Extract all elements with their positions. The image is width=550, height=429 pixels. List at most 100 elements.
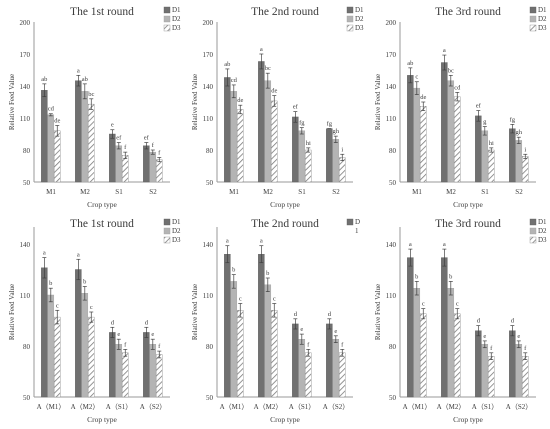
significance-letter: ab — [224, 61, 230, 68]
significance-letter: f — [124, 144, 127, 151]
x-tick-label: A（S2） — [323, 403, 349, 411]
bar-d3 — [54, 316, 61, 398]
chart-panel-1: The 1st round 50 80 110 140 170 200 Relative Fe… — [8, 6, 181, 209]
bar-d1 — [407, 257, 414, 398]
x-tick-label: A（M2） — [437, 403, 466, 411]
y-axis-label: Relative Feed Value — [8, 284, 16, 340]
legend-label: D1 — [172, 218, 181, 226]
x-tick-label: S1 — [298, 188, 306, 196]
bar-d3 — [88, 103, 95, 183]
bar-d1 — [292, 323, 299, 398]
y-tick-label: 140 — [20, 241, 31, 249]
bar-d2 — [298, 130, 306, 183]
bar-d3 — [454, 96, 461, 183]
bar-d1 — [509, 330, 516, 398]
chart-title: The 1st round — [70, 218, 134, 230]
significance-letter: f — [152, 142, 155, 149]
significance-letter: b — [83, 279, 86, 286]
chart-panel-4: The 1st round 50 80 110 140 Relative Feed Val… — [8, 218, 181, 424]
bar-d2 — [47, 114, 55, 183]
bar-d1 — [109, 133, 116, 183]
bar-d3 — [522, 156, 529, 183]
y-tick-label: 170 — [20, 51, 31, 59]
legend-label: D3 — [172, 24, 181, 32]
significance-letter: ab — [82, 76, 88, 83]
chart-title: The 3rd round — [435, 6, 501, 18]
legend-label: D3 — [538, 24, 547, 32]
x-axis-label: Crop type — [87, 415, 117, 424]
significance-letter: c — [273, 296, 276, 303]
legend-swatch — [163, 24, 171, 32]
y-axis-label: Relative Feed Value — [374, 74, 382, 130]
y-axis-label: Relative Feed Value — [191, 284, 199, 340]
legend-label: D — [355, 218, 360, 226]
bar-d2 — [515, 344, 523, 398]
significance-letter: f — [158, 343, 161, 350]
significance-letter: a — [443, 241, 446, 248]
bar-d1 — [224, 253, 231, 398]
significance-letter: de — [54, 117, 60, 124]
bar-d3 — [54, 130, 61, 183]
x-axis-label: Crop type — [453, 200, 483, 209]
x-axis-label: Crop type — [453, 415, 483, 424]
chart-panel-5: The 2nd round 50 80 110 140 Relative Feed Val… — [191, 218, 360, 424]
significance-letter: f — [341, 341, 344, 348]
x-axis-label: Crop type — [270, 200, 300, 209]
bar-d2 — [115, 145, 123, 183]
legend-label: D2 — [172, 15, 181, 23]
y-axis-label: Relative Feed Value — [191, 74, 199, 130]
bar-d3 — [271, 100, 278, 183]
bar-d2 — [332, 139, 340, 183]
significance-letter: c — [422, 301, 425, 308]
bar-d2 — [298, 339, 306, 398]
legend-swatch — [529, 218, 537, 226]
y-tick-label: 170 — [203, 51, 214, 59]
y-tick-label: 140 — [203, 83, 214, 91]
significance-letter: a — [443, 47, 446, 54]
significance-letter: a — [260, 238, 263, 245]
x-tick-label: A（M2） — [71, 403, 100, 411]
bar-d3 — [122, 155, 129, 183]
significance-letter: c — [456, 301, 459, 308]
chart-title: The 2nd round — [251, 218, 319, 230]
x-tick-label: A（S1） — [106, 403, 132, 411]
significance-letter: hi — [306, 140, 311, 147]
bar-d2 — [413, 288, 421, 398]
y-tick-label: 140 — [386, 241, 397, 249]
bar-d1 — [143, 332, 150, 398]
y-tick-label: 170 — [386, 51, 397, 59]
bar-d3 — [122, 352, 129, 398]
significance-letter: e — [111, 122, 114, 129]
significance-letter: g — [483, 119, 487, 126]
chart-title: The 2nd round — [251, 6, 319, 18]
significance-letter: ab — [41, 76, 47, 83]
chart-panel-3: The 3rd round 50 80 110 140 170 200 Relative Fe… — [374, 6, 547, 209]
y-tick-label: 110 — [203, 292, 214, 300]
significance-letter: gh — [516, 129, 523, 136]
significance-letter: f — [490, 345, 493, 352]
y-tick-label: 110 — [203, 115, 214, 123]
x-tick-label: A（S2） — [140, 403, 166, 411]
y-tick-label: 50 — [389, 179, 397, 187]
legend-swatch — [163, 236, 171, 244]
legend-swatch — [163, 15, 171, 23]
x-tick-label: A（S2） — [506, 403, 532, 411]
y-tick-label: 140 — [20, 83, 31, 91]
y-tick-label: 80 — [389, 147, 397, 155]
chart-panel-2: The 2nd round 50 80 110 140 170 200 Relative Fe… — [191, 6, 364, 209]
bar-d2 — [481, 344, 489, 398]
bar-d3 — [237, 109, 244, 183]
significance-letter: fg — [510, 116, 516, 123]
bar-d1 — [326, 128, 333, 183]
y-tick-label: 140 — [203, 241, 214, 249]
significance-letter: i — [341, 146, 343, 153]
bar-d1 — [441, 62, 448, 183]
bar-d3 — [420, 313, 427, 398]
bar-d1 — [75, 269, 82, 398]
y-tick-label: 50 — [23, 179, 31, 187]
significance-letter: e — [300, 326, 303, 333]
legend-swatch — [529, 227, 537, 235]
chart-panel-6: The 3rd round 50 80 110 140 Relative Feed Val… — [374, 218, 547, 424]
significance-letter: d — [477, 318, 481, 325]
y-tick-label: 110 — [20, 292, 31, 300]
